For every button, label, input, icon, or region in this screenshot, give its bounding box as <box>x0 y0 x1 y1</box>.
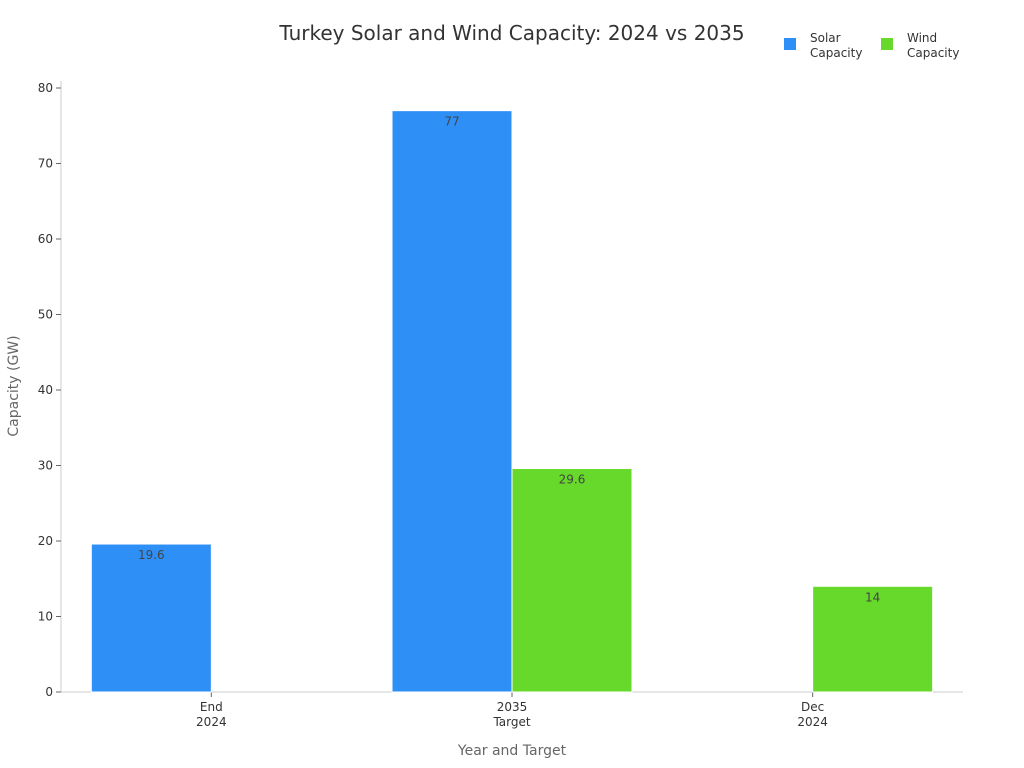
x-tick-label: 2024 <box>797 715 828 729</box>
y-tick-label: 70 <box>38 157 53 171</box>
legend-swatch <box>881 38 893 50</box>
y-axis-title: Capacity (GW) <box>6 335 22 436</box>
y-tick-label: 20 <box>38 534 53 548</box>
axes: 01020304050607080End20242035TargetDec202… <box>38 81 963 729</box>
data-label: 19.6 <box>138 548 165 562</box>
bar <box>812 585 934 693</box>
y-tick-label: 0 <box>45 685 53 699</box>
x-tick-label: End <box>200 700 223 714</box>
bar <box>90 543 212 693</box>
data-label: 29.6 <box>559 473 586 487</box>
y-tick-label: 30 <box>38 459 53 473</box>
bar <box>511 468 633 693</box>
y-tick-label: 40 <box>38 383 53 397</box>
legend-label: Capacity <box>907 46 959 60</box>
legend-label: Wind <box>907 31 937 45</box>
y-tick-label: 10 <box>38 610 53 624</box>
data-label: 77 <box>444 115 459 129</box>
legend-label: Solar <box>810 31 841 45</box>
x-tick-label: Dec <box>801 700 824 714</box>
chart-title: Turkey Solar and Wind Capacity: 2024 vs … <box>278 21 744 45</box>
bar <box>391 110 513 693</box>
legend-label: Capacity <box>810 46 862 60</box>
x-tick-label: Target <box>492 715 530 729</box>
data-label: 14 <box>865 590 880 604</box>
y-tick-label: 60 <box>38 232 53 246</box>
y-tick-label: 50 <box>38 308 53 322</box>
bars: 19.6 77 29.6 14 <box>90 110 934 693</box>
x-axis-title: Year and Target <box>457 743 567 759</box>
x-tick-label: 2035 <box>497 700 528 714</box>
x-tick-label: 2024 <box>196 715 227 729</box>
legend-swatch <box>784 38 796 50</box>
y-tick-label: 80 <box>38 81 53 95</box>
